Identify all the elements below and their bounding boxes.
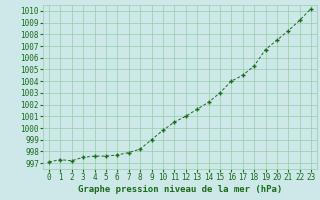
X-axis label: Graphe pression niveau de la mer (hPa): Graphe pression niveau de la mer (hPa) <box>78 185 282 194</box>
